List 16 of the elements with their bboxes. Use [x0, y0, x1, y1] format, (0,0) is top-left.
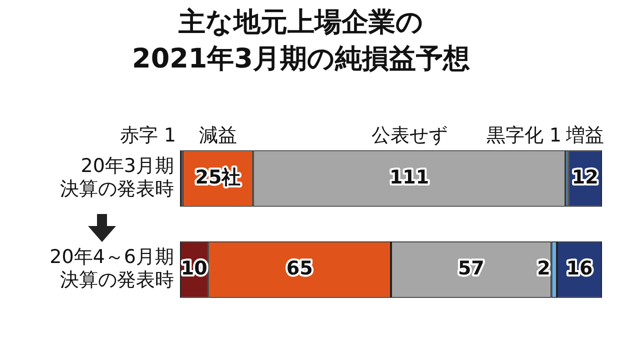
- chart-title: 主な地元上場企業の 2021年3月期の純損益予想: [132, 7, 470, 75]
- y-tick-label: 20年3月期決算の発表時: [60, 155, 174, 200]
- series-label: 減益: [198, 124, 237, 147]
- data-label: 111: [389, 166, 430, 188]
- data-label: 12: [572, 166, 598, 188]
- data-label: 65: [286, 258, 313, 280]
- series-label: 公表せず: [371, 124, 448, 147]
- data-label: 10: [180, 258, 208, 280]
- y-tick-label: 20年4～6月期決算の発表時: [50, 246, 174, 291]
- data-label: 25社: [195, 166, 241, 188]
- text: 黒字化 1: [486, 124, 562, 147]
- text: 赤字 1: [120, 124, 176, 147]
- series-label: 増益: [565, 124, 604, 147]
- data-label: 57: [458, 258, 484, 280]
- data-label: 2: [537, 258, 550, 280]
- data-label: 16: [566, 258, 593, 280]
